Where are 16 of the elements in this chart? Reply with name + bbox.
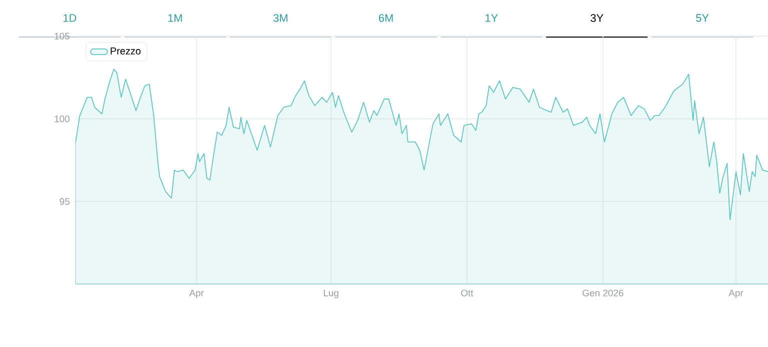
legend-label: Prezzo [110,48,141,55]
text: 1Y [486,14,498,22]
text: 3Y [590,14,604,22]
text: 5Y [696,14,709,22]
y-tick-label: 100 [54,115,70,122]
y-tick-label: 95 [60,198,70,205]
x-tick-label: Apr [189,290,204,298]
text: 6M [378,14,393,22]
text: 3M [273,14,288,22]
x-tick-label: Apr [728,290,744,298]
x-tick-label: Lug [324,290,338,298]
y-tick-label: 105 [54,32,70,40]
text: 1D [64,14,76,22]
x-tick-label: Ott [461,290,474,296]
text: 1M [168,14,182,22]
x-tick-label: Gen 2026 [582,290,624,296]
